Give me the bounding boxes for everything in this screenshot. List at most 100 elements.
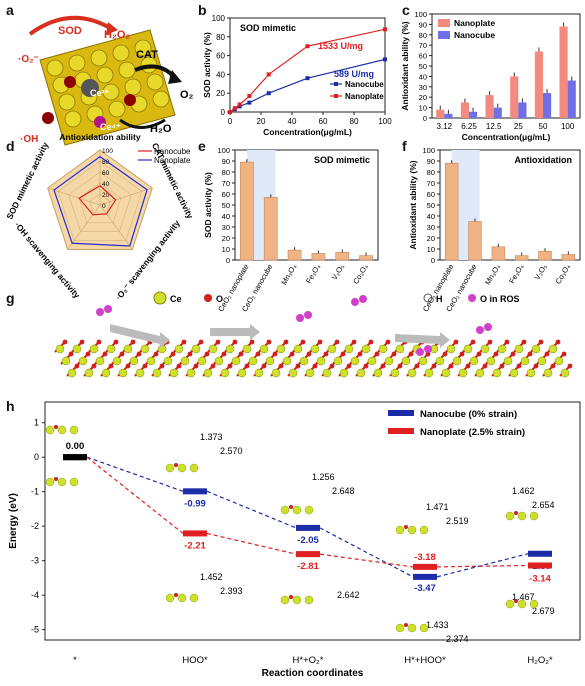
chart-c-ytick-label: 20: [419, 93, 427, 102]
o-atom: [113, 339, 119, 345]
panel-label-a: a: [6, 2, 14, 18]
chart-b-title: SOD mimetic: [240, 23, 296, 33]
chart-b-point: [266, 91, 271, 96]
o-atom: [482, 363, 488, 369]
o-atom: [527, 351, 533, 357]
chart-f-ytick-label: 70: [427, 179, 435, 188]
o-atom: [85, 351, 91, 357]
o-atom: [380, 363, 386, 369]
panel-a-sod: SOD: [58, 25, 82, 37]
surface-o-atom: [514, 511, 518, 515]
chart-c-bar: [567, 80, 576, 118]
chart-h-level-label: -2.21: [184, 540, 206, 551]
ce-atom: [203, 368, 213, 378]
o-atom: [368, 339, 374, 345]
surface-ce-atom: [395, 525, 405, 535]
chart-h-bond-label: 1.256: [312, 472, 335, 482]
atom-marker: [64, 76, 76, 88]
ce-atom: [254, 368, 264, 378]
o-atom: [238, 351, 244, 357]
ce-atom: [163, 356, 173, 366]
o-atom: [153, 351, 159, 357]
ce-atom: [96, 66, 114, 84]
chart-h-bond-label: 2.570: [220, 446, 243, 456]
chart-b-xlabel: Concentration(μg/mL): [263, 127, 352, 137]
chart-h-bond-label: 2.393: [220, 586, 243, 596]
chart-c-legend-nanoplate: Nanoplate: [454, 18, 495, 28]
charts-layer: 0 20 40 60 80 100020406080100Concentration(μg…: [4, 10, 581, 679]
chart-h-bond-label: 1.373: [200, 432, 223, 442]
o-atom: [544, 351, 550, 357]
chart-b-ytick-label: 60: [216, 52, 225, 61]
surface-ce-atom: [57, 425, 67, 435]
chart-e-ytick-label: 100: [217, 146, 230, 155]
chart-h-xtick-label: *: [73, 655, 77, 666]
surface-o-atom: [289, 595, 293, 599]
chart-f-xtick-label: Co₃O₄: [553, 263, 572, 286]
ce-atom: [146, 73, 164, 91]
chart-d-spoke: [99, 187, 153, 206]
chart-f-xtick-label: Fe₃O₄: [507, 263, 525, 285]
ros-o-atom: [351, 298, 359, 306]
chart-c-xtick-label: 12.5: [486, 122, 502, 131]
chart-h-ylabel: Energy (eV): [8, 493, 19, 549]
legend-oros-label: O in ROS: [480, 294, 520, 304]
ce-atom: [186, 368, 196, 378]
o-atom: [346, 363, 352, 369]
panel-label-d: d: [6, 138, 15, 154]
ce-atom: [118, 61, 136, 79]
o-atom: [312, 363, 318, 369]
ce-atom: [560, 368, 570, 378]
ce-atom: [152, 368, 162, 378]
o-atom: [96, 339, 102, 345]
ce-atom: [350, 356, 360, 366]
o-atom: [533, 363, 539, 369]
o-atom: [334, 339, 340, 345]
chart-h-bond-label: 1.467: [512, 592, 535, 602]
chart-b-point: [237, 102, 242, 107]
chart-h-level: [413, 573, 437, 580]
ce-atom: [469, 356, 479, 366]
chart-b-point: [266, 72, 271, 77]
legend-o-label: O: [216, 294, 223, 304]
legend-ce-label: Ce: [170, 294, 182, 304]
chart-c-ytick-label: 60: [419, 52, 427, 61]
ce-atom: [242, 344, 252, 354]
chart-c-ytick-label: 0: [423, 114, 427, 123]
o-atom: [397, 363, 403, 369]
o-atom: [232, 339, 238, 345]
ce-atom: [55, 344, 65, 354]
chart-f-ytick-label: 40: [427, 212, 435, 221]
o-atom: [181, 339, 187, 345]
atom-marker: [81, 79, 99, 97]
chart-h-ytick-label: -5: [31, 625, 39, 635]
chart-e-xtick-label: Mn₃O₄: [279, 263, 298, 287]
ce-atom: [373, 368, 383, 378]
ce-atom: [452, 356, 462, 366]
chart-h-level: [528, 562, 552, 569]
chart-h-level: [183, 488, 207, 495]
chart-d-rtick-label: 80: [102, 159, 110, 166]
chart-d-rtick-label: 100: [102, 148, 113, 155]
chart-d-series-nanocube: [78, 185, 117, 216]
chart-b-annotation-nanoplate: 1533 U/mg: [318, 41, 363, 51]
panel-label-b: b: [198, 2, 207, 18]
chart-h-connector: [319, 527, 414, 578]
chart-c-ylabel: Antioxidant ability (%): [400, 21, 410, 110]
chart-h-bond-label: 2.642: [337, 590, 360, 600]
o-atom: [283, 339, 289, 345]
surface-o-atom: [54, 425, 58, 429]
o-atom: [414, 363, 420, 369]
surface-ce-atom: [292, 505, 302, 515]
surface-ce-atom: [45, 425, 55, 435]
surface-ce-atom: [189, 463, 199, 473]
chart-f-ytick-label: 10: [427, 245, 435, 254]
chart-b-frame: [229, 17, 386, 113]
chart-h-legend-swatch: [388, 410, 414, 416]
ce-atom: [68, 54, 86, 72]
chart-h-level: [528, 550, 552, 557]
chart-f-bar: [514, 255, 529, 261]
ce-atom: [197, 356, 207, 366]
ce-atom: [129, 356, 139, 366]
ce-atom: [271, 368, 281, 378]
